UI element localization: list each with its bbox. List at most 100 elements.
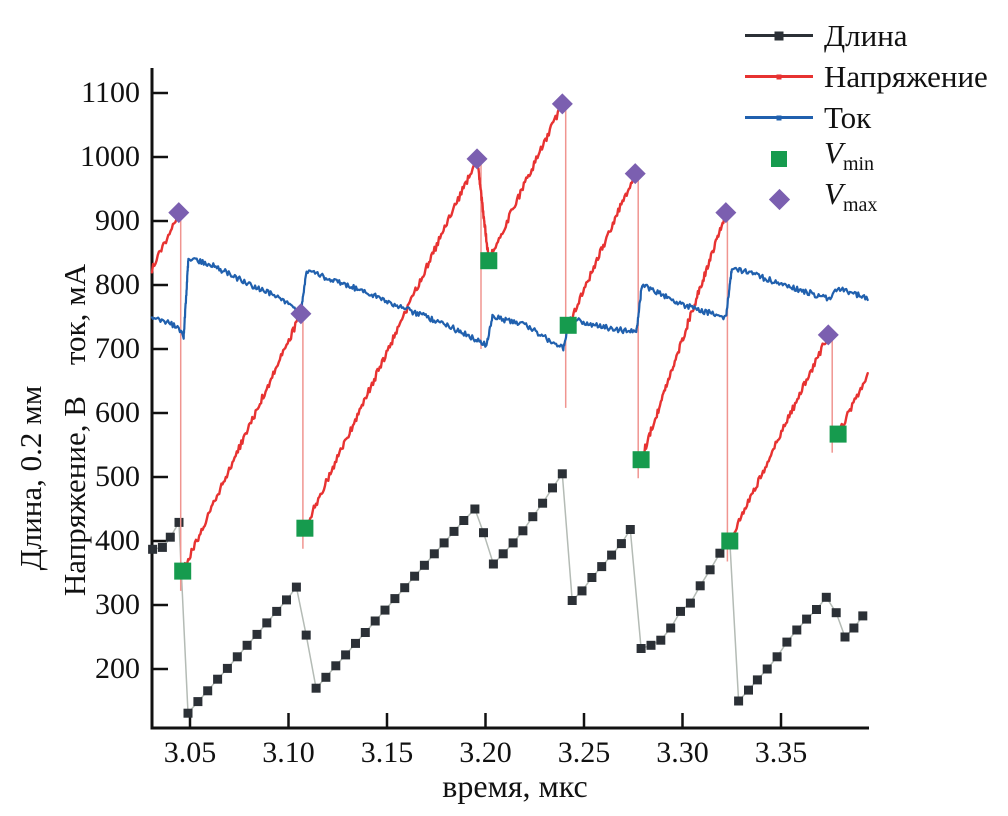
length-point-marker: [148, 544, 158, 554]
voltage-trace: [150, 208, 180, 274]
length-point-marker: [459, 516, 469, 525]
legend-item-vmax: Vmax: [744, 175, 988, 220]
length-point-marker: [351, 638, 360, 648]
length-point-marker: [380, 605, 390, 615]
legend-label-voltage: Напряжение: [824, 59, 988, 94]
length-point-marker: [676, 606, 685, 616]
length-point-marker: [370, 616, 380, 626]
length-point-marker: [242, 640, 252, 650]
length-point-marker: [203, 686, 213, 696]
x-tick-label: 3.30: [656, 736, 709, 769]
voltage-line-icon: [744, 67, 814, 87]
length-point-marker: [557, 469, 567, 479]
series-voltage: [150, 102, 869, 574]
vmin-marker: [174, 562, 192, 580]
length-point-marker: [479, 528, 488, 538]
length-point-marker: [232, 652, 242, 662]
length-point-marker: [831, 608, 841, 618]
voltage-trace: [303, 102, 564, 526]
vmin-marker: [632, 451, 650, 469]
length-point-marker: [157, 542, 167, 552]
length-point-marker: [782, 637, 792, 647]
length-point-marker: [360, 628, 370, 637]
length-point-marker: [567, 596, 577, 605]
length-point-marker: [272, 606, 282, 616]
length-point-marker: [656, 635, 666, 645]
x-tick-label: 3.15: [360, 736, 414, 769]
vmin-marker: [721, 532, 739, 550]
length-point-marker: [646, 640, 656, 650]
length-point-marker: [528, 512, 538, 522]
length-point-marker: [331, 661, 341, 671]
length-point-marker: [636, 644, 646, 653]
length-point-marker: [301, 630, 311, 640]
x-tick-label: 3.20: [459, 736, 512, 769]
voltage-drop-lines: [179, 103, 833, 591]
vmax-marker: [466, 148, 488, 170]
vmax-marker: [168, 202, 190, 224]
length-point-marker: [587, 573, 597, 582]
length-point-marker: [821, 592, 831, 602]
voltage-trace: [836, 372, 869, 436]
current-line-icon: [744, 108, 814, 128]
legend-label-vmax: Vmax: [824, 175, 878, 217]
y-tick-label: 800: [95, 268, 140, 301]
length-point-marker: [252, 629, 262, 639]
vmin-marker: [559, 316, 577, 334]
y-tick-label: 1100: [81, 76, 140, 109]
length-point-marker: [734, 696, 744, 706]
length-point-marker: [213, 674, 223, 684]
length-point-marker: [341, 650, 351, 660]
x-tick-label: 3.25: [557, 736, 611, 769]
length-line-icon: [744, 26, 814, 46]
length-point-marker: [849, 623, 859, 633]
length-point-marker: [508, 538, 518, 548]
series-current: [150, 257, 869, 352]
length-point-marker: [752, 675, 762, 685]
y-tick-label: 500: [95, 460, 140, 493]
length-point-marker: [321, 672, 331, 682]
y-tick-label: 400: [95, 524, 140, 557]
legend-item-vmin: Vmin: [744, 134, 988, 179]
series-vmax-markers: [168, 93, 839, 346]
length-point-marker: [193, 697, 203, 707]
length-point-marker: [311, 683, 321, 693]
y-tick-label: 1000: [80, 140, 140, 173]
length-point-marker: [410, 571, 420, 581]
length-point-marker: [597, 562, 607, 572]
vmax-marker: [624, 163, 646, 185]
length-point-marker: [222, 663, 232, 673]
length-point-marker: [792, 625, 802, 635]
length-point-marker: [282, 595, 291, 605]
legend-label-vmin: Vmin: [824, 134, 875, 176]
length-point-marker: [625, 525, 635, 534]
y-tick-label: 300: [95, 588, 140, 621]
length-point-marker: [291, 582, 301, 592]
length-point-marker: [183, 708, 193, 718]
vmin-marker: [829, 425, 847, 443]
y-tick-label: 700: [95, 332, 140, 365]
length-point-marker: [470, 504, 480, 514]
y-tick-label: 200: [95, 652, 140, 685]
vmax-marker: [551, 93, 573, 115]
length-point-marker: [518, 526, 528, 536]
vmax-marker: [817, 324, 839, 346]
length-point-marker: [488, 559, 498, 569]
length-point-marker: [390, 594, 400, 604]
length-point-marker: [802, 614, 812, 624]
length-point-marker: [858, 611, 868, 621]
legend: Длина Напряжение Ток Vmin: [744, 15, 988, 220]
length-point-marker: [538, 498, 548, 508]
length-point-marker: [419, 560, 429, 570]
legend-item-voltage: Напряжение: [744, 56, 988, 97]
vmax-marker: [715, 202, 737, 224]
length-point-marker: [705, 565, 715, 575]
voltage-trace: [639, 210, 727, 463]
vmax-marker: [290, 303, 312, 325]
voltage-trace: [728, 331, 830, 542]
length-point-marker: [812, 605, 821, 614]
length-point-marker: [400, 583, 410, 593]
length-point-marker: [449, 526, 459, 536]
length-point-marker: [429, 549, 439, 559]
